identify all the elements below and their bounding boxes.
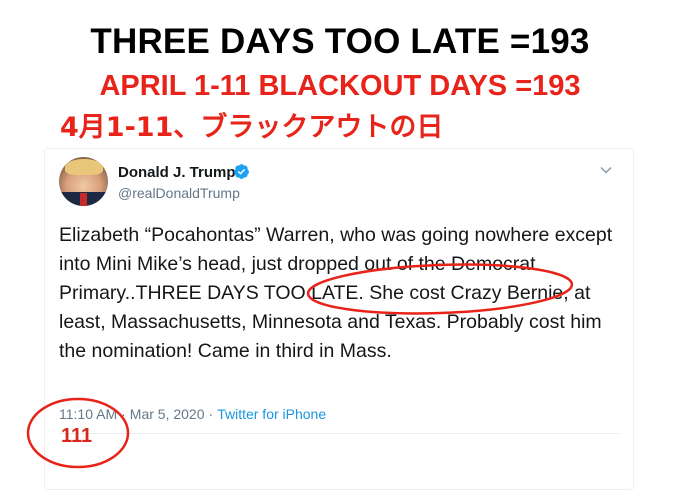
tweet-card: Donald J. Trump @realDonaldTrump Elizabe… <box>44 148 634 490</box>
annotation-count: 111 <box>61 425 93 447</box>
tweet-time[interactable]: 11:10 AM <box>59 406 118 422</box>
tweet-source-link[interactable]: Twitter for iPhone <box>217 406 327 422</box>
tweet-meta: 11:10 AM · Mar 5, 2020 · Twitter for iPhone <box>59 406 326 422</box>
chevron-down-icon[interactable] <box>599 163 613 177</box>
divider <box>59 433 619 434</box>
headline-main: THREE DAYS TOO LATE =193 <box>90 22 590 61</box>
avatar[interactable] <box>59 157 108 206</box>
tweet-date[interactable]: Mar 5, 2020 <box>129 406 205 422</box>
headline-subtitle: APRIL 1-11 BLACKOUT DAYS =193 <box>99 70 581 102</box>
headline-japanese: 4月1-11、ブラックアウトの日 <box>60 112 444 143</box>
avatar-hair <box>65 159 103 175</box>
tweet-text: Elizabeth “Pocahontas” Warren, who was g… <box>59 221 625 366</box>
verified-badge-icon <box>234 164 249 179</box>
tweet-text-highlight: THREE DAYS TOO LATE. <box>135 282 364 304</box>
author-handle[interactable]: @realDonaldTrump <box>118 185 240 201</box>
meta-separator: · <box>208 406 214 422</box>
author-name[interactable]: Donald J. Trump <box>118 164 236 181</box>
tweet-text-after: She cost Crazy Bernie, at least, Massach… <box>59 282 602 362</box>
avatar-tie <box>80 193 87 206</box>
meta-separator: · <box>121 406 126 422</box>
tweet-text-before: Elizabeth “Pocahontas” Warren, who was g… <box>59 224 613 304</box>
